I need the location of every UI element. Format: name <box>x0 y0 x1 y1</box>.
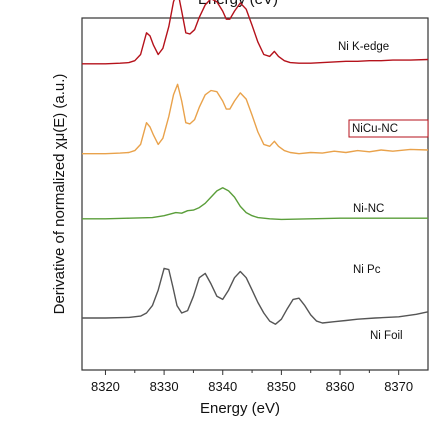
x-tick-label-8320: 8320 <box>91 379 120 394</box>
series-line-ni-pc <box>82 187 428 221</box>
x-tick-label-8370: 8370 <box>384 379 413 394</box>
x-axis: 8320 8330 8340 8350 8360 8370 <box>91 370 413 394</box>
x-axis-label: Energy (eV) <box>200 400 280 417</box>
x-tick-label-8360: 8360 <box>326 379 355 394</box>
x-tick-label-8330: 8330 <box>150 379 179 394</box>
series-line-ni-foil <box>82 267 429 325</box>
series-line-nicu-nc <box>82 0 429 65</box>
y-axis-label: Derivative of normalized χμ(E) (a.u.) <box>51 74 68 315</box>
annotation-ni-k-edge: Ni K-edge <box>338 41 389 53</box>
series-label-box-nicu-nc <box>348 119 429 138</box>
series-label-ni-foil: Ni Foil <box>370 330 403 342</box>
series-label-nicu-nc: NiCu-NC <box>352 123 398 135</box>
x-tick-label-8350: 8350 <box>267 379 296 394</box>
series-layer: NiCu-NC Ni-NC Ni Pc Ni Foil <box>82 0 429 342</box>
series-line-ni-nc <box>82 83 429 155</box>
top-clipped-label: Energy (eV) <box>198 0 278 8</box>
series-label-ni-nc: Ni-NC <box>353 203 384 215</box>
x-tick-label-8340: 8340 <box>208 379 237 394</box>
series-label-ni-pc: Ni Pc <box>353 264 381 276</box>
plot-frame <box>81 17 429 371</box>
